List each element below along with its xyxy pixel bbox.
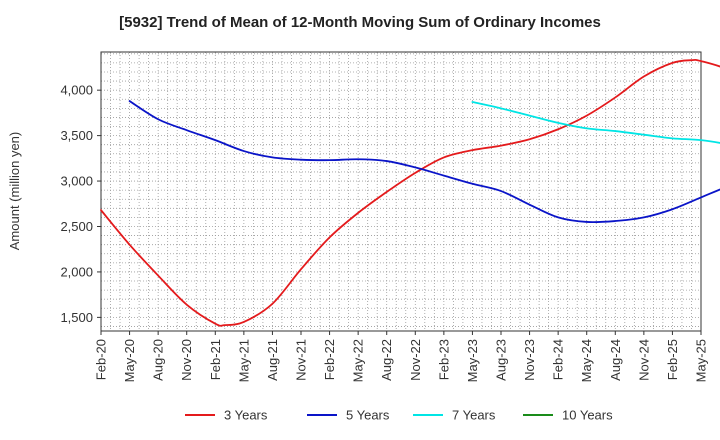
legend-label: 3 Years — [224, 408, 268, 423]
y-tick-label: 1,500 — [60, 310, 93, 325]
y-tick-label: 2,000 — [60, 264, 93, 279]
chart-title: [5932] Trend of Mean of 12-Month Moving … — [119, 14, 601, 31]
plot-area — [101, 52, 701, 331]
x-tick-label: Aug-22 — [379, 339, 394, 381]
legend-label: 10 Years — [562, 408, 613, 423]
x-tick-label: May-24 — [579, 339, 594, 382]
x-tick-label: Feb-23 — [436, 339, 451, 380]
series-line-3-years — [100, 58, 720, 327]
x-tick-label: Aug-24 — [608, 339, 623, 381]
x-tick-label: Aug-21 — [265, 339, 280, 381]
x-tick-label: Feb-22 — [322, 339, 337, 380]
legend-label: 7 Years — [452, 408, 496, 423]
x-tick-label: Feb-21 — [208, 339, 223, 380]
series-line-5-years — [128, 100, 720, 224]
legend-label: 5 Years — [346, 408, 390, 423]
x-tick-label: Aug-20 — [151, 339, 166, 381]
x-tick-label: Feb-25 — [665, 339, 680, 380]
x-tick-label: Nov-24 — [636, 339, 651, 381]
x-tick-label: May-25 — [694, 339, 709, 382]
x-tick-label: Feb-20 — [94, 339, 109, 380]
series-lines — [100, 58, 720, 327]
plot-frame — [100, 51, 702, 332]
x-tick-label: Nov-21 — [294, 339, 309, 381]
series-line-7-years — [471, 101, 720, 144]
x-tick-label: Feb-24 — [551, 339, 566, 380]
y-tick-label: 3,500 — [60, 128, 93, 143]
x-tick-label: Nov-20 — [179, 339, 194, 381]
x-tick-label: May-22 — [351, 339, 366, 382]
legend-item-5-years: 5 Years — [307, 408, 390, 423]
x-tick-label: Aug-23 — [494, 339, 509, 381]
legend-item-7-years: 7 Years — [413, 408, 496, 423]
y-tick-label: 3,000 — [60, 174, 93, 189]
legend: 3 Years 5 Years 7 Years 10 Years — [185, 408, 613, 423]
y-axis-label: Amount (million yen) — [7, 132, 22, 251]
x-tick-label: May-21 — [236, 339, 251, 382]
x-tick-label: Nov-22 — [408, 339, 423, 381]
x-tick-label: May-23 — [465, 339, 480, 382]
x-tick-label: May-20 — [122, 339, 137, 382]
legend-item-3-years: 3 Years — [185, 408, 268, 423]
x-tick-label: Nov-23 — [522, 339, 537, 381]
y-tick-label: 4,000 — [60, 83, 93, 98]
axes: 1,500 2,000 2,500 3,000 3,500 4,000 Feb-20 May-… — [60, 51, 709, 382]
grid — [101, 52, 701, 331]
y-tick-label: 2,500 — [60, 219, 93, 234]
legend-item-10-years: 10 Years — [523, 408, 613, 423]
